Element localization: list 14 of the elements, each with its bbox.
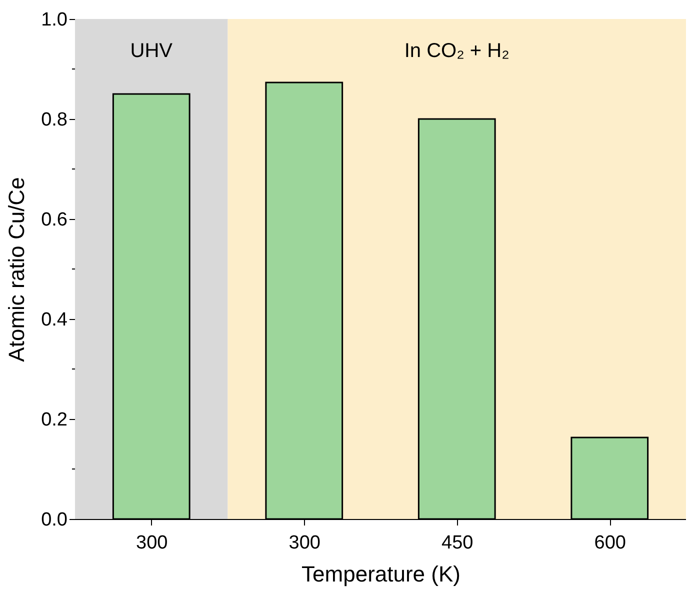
y-tick-label: 0.0 [41,510,68,530]
band-label: In CO₂ + H₂ [404,40,510,62]
x-tick-label: 300 [288,532,320,554]
x-axis-title: Temperature (K) [302,562,460,586]
y-tick-label: 0.2 [41,410,68,430]
y-tick-label: 1.0 [41,10,68,30]
y-axis-title: Atomic ratio Cu/Ce [4,177,30,362]
y-tick-label: 0.8 [41,110,68,130]
y-tick-label: 0.6 [41,210,68,230]
x-tick-label: 450 [442,532,474,554]
y-tick-label: 0.4 [41,310,68,330]
x-tick-label: 600 [594,532,626,554]
x-tick-label: 300 [136,532,168,554]
band-label: UHV [130,40,174,62]
